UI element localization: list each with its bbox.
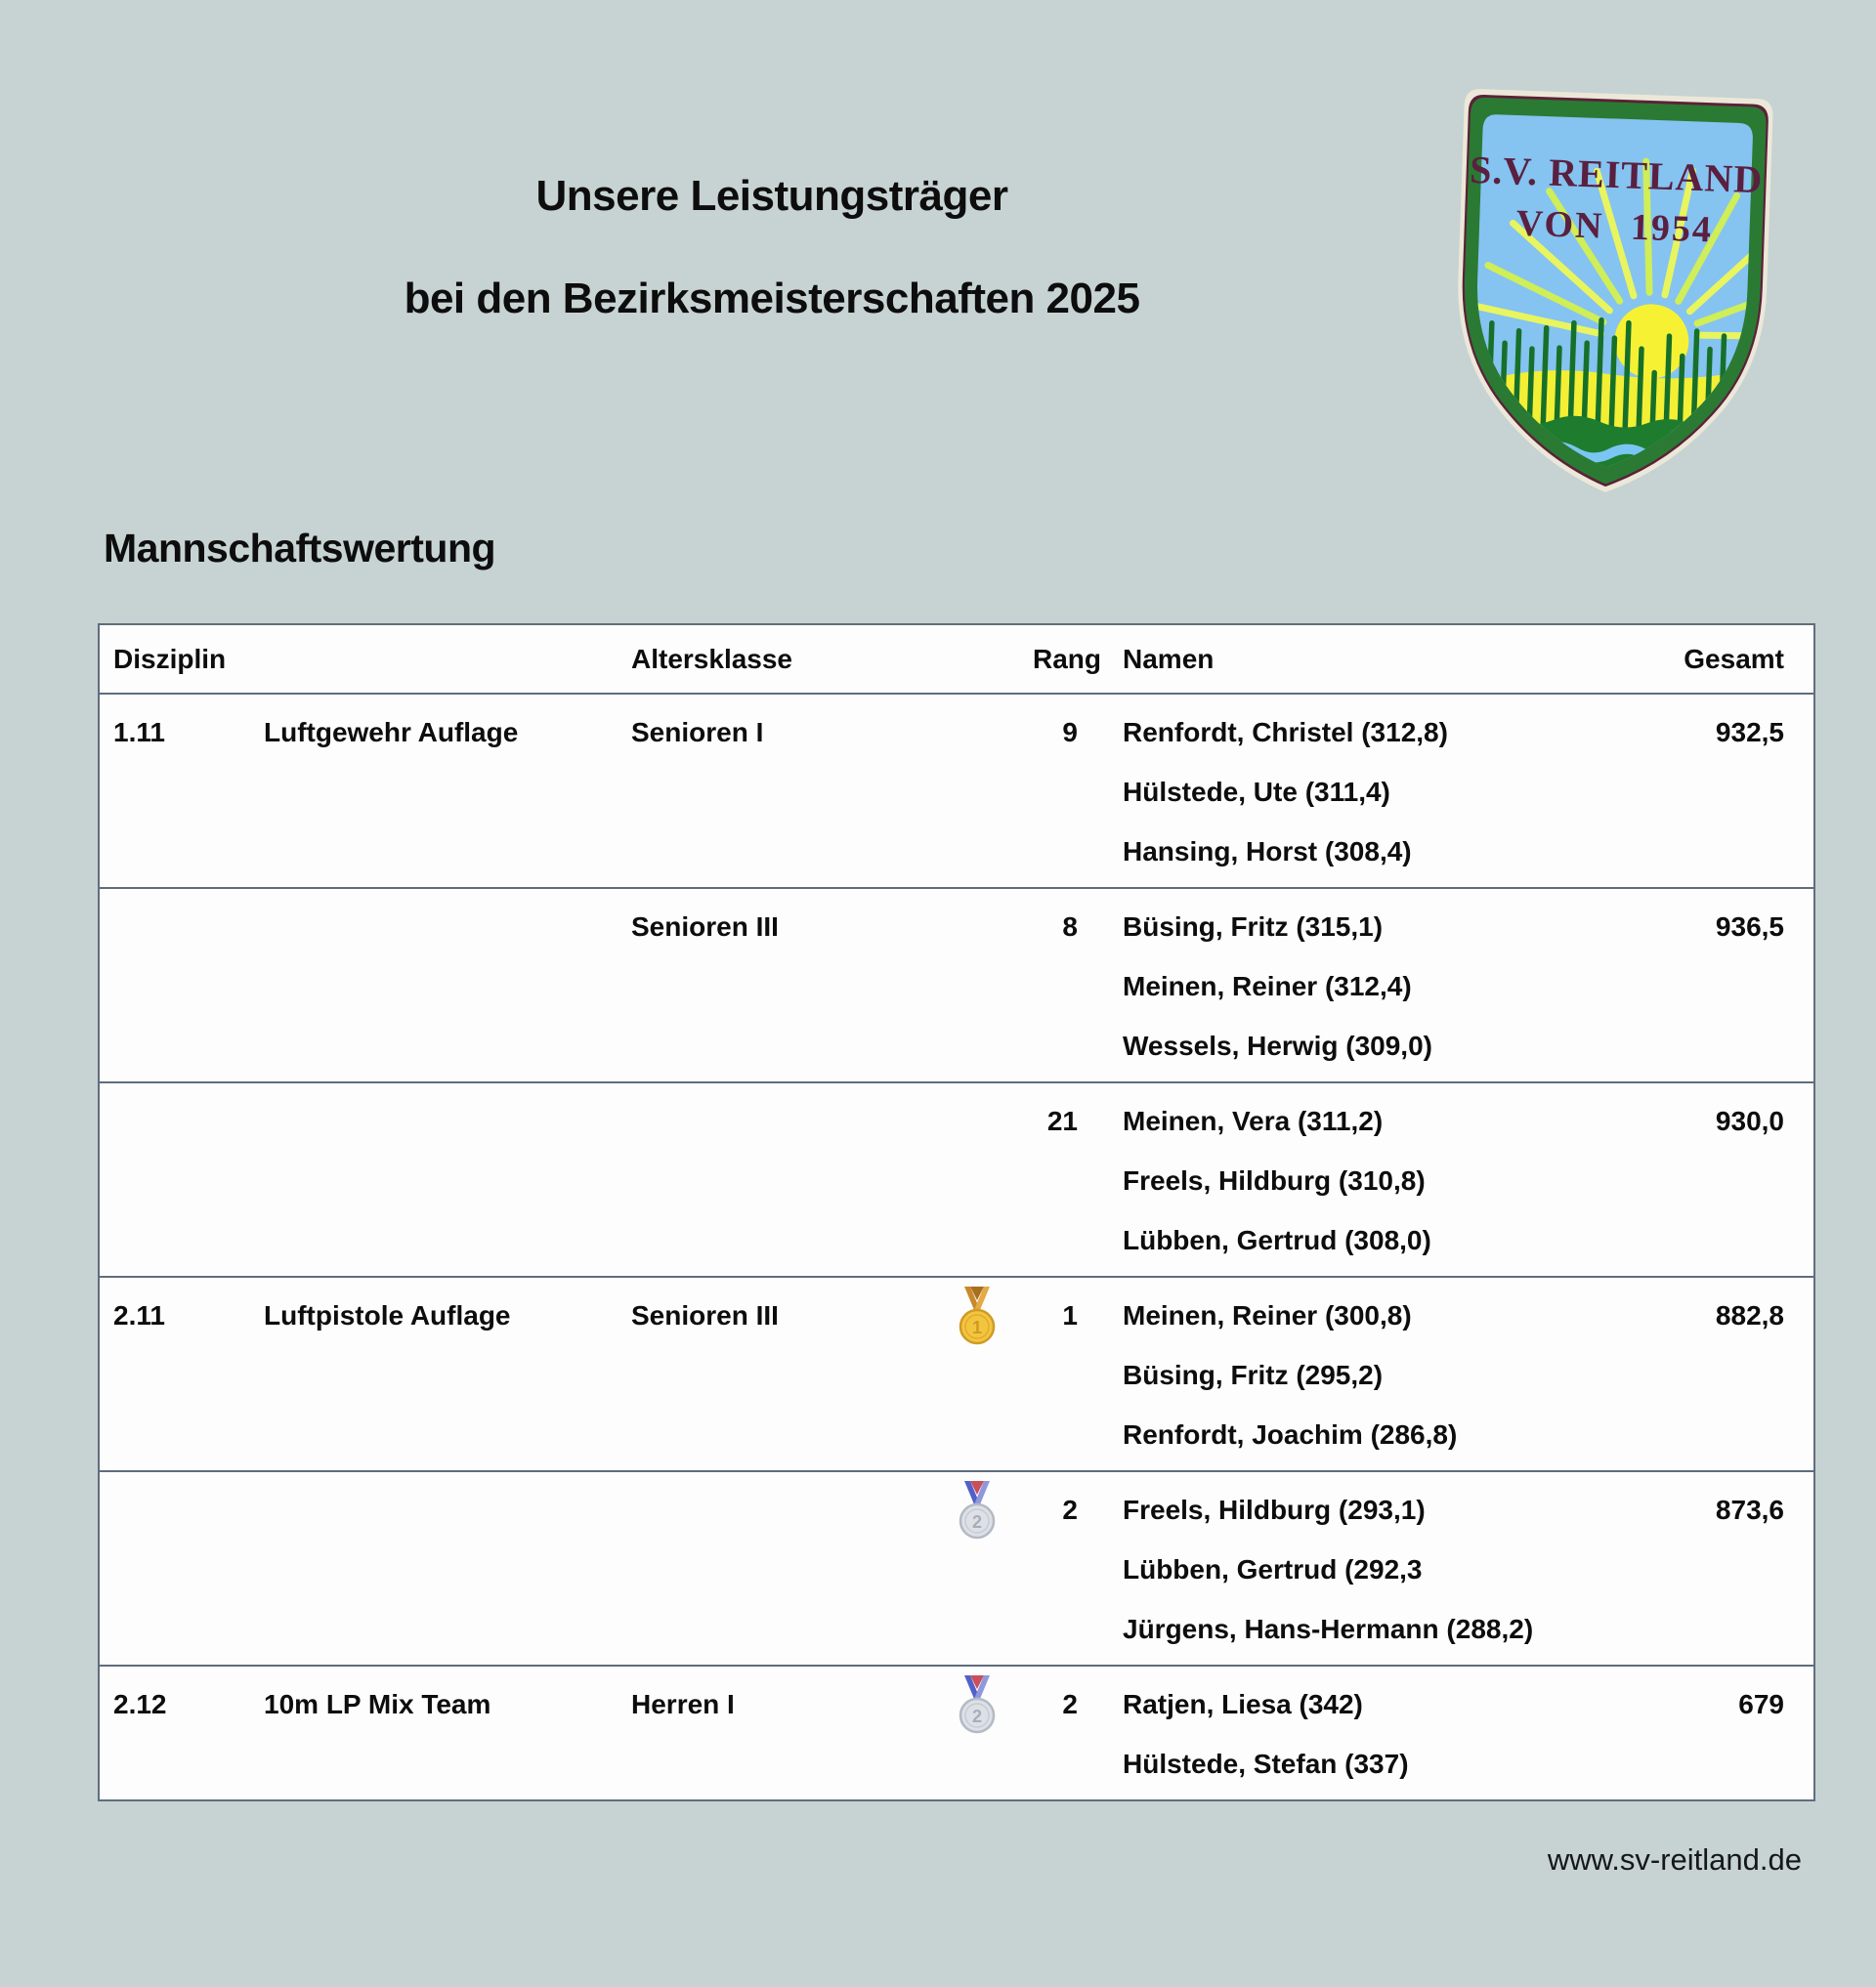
medal-cell (945, 1091, 1008, 1151)
discipline-number: 2.11 (113, 1299, 165, 1331)
page-subtitle: bei den Bezirksmeisterschaften 2025 (404, 275, 1140, 322)
column-header-disziplin: Disziplin (113, 643, 227, 674)
competitor-name: Lübben, Gertrud (292,3 (1123, 1553, 1423, 1585)
discipline-name: Luftgewehr Auflage (264, 716, 519, 747)
table-row: Senioren III 8 Büsing, Fritz (315,1) Meinen… (100, 887, 1813, 1081)
discipline-name (264, 897, 631, 956)
table-row: 2 2 Freels, Hildburg (293,1) Lübben, Gertr… (100, 1470, 1813, 1665)
age-class (631, 1480, 945, 1540)
discipline-name: Luftpistole Auflage (264, 1299, 511, 1331)
medal-cell (945, 897, 1008, 956)
discipline-name: 10m LP Mix Team (264, 1688, 491, 1719)
discipline-name (264, 1480, 631, 1540)
medal-cell: 1 (945, 1286, 1008, 1345)
silver-medal-icon: 2 (959, 1674, 995, 1733)
table-header: Disziplin Altersklasse Rang Namen Gesamt (100, 625, 1813, 695)
gold-medal-icon: 1 (959, 1286, 995, 1344)
discipline-number (113, 1480, 264, 1540)
results-table-body: 1.11 Luftgewehr Auflage Senioren I 9 Renford… (100, 695, 1813, 1799)
club-badge-logo: S.V. REITLAND VON 1954 (1428, 72, 1795, 514)
total-score: 936,5 (1715, 910, 1784, 942)
rank: 9 (1062, 716, 1078, 747)
total-score: 932,5 (1715, 716, 1784, 747)
svg-text:1: 1 (971, 1318, 981, 1337)
discipline-number: 2.12 (113, 1688, 167, 1719)
discipline-number: 1.11 (113, 716, 165, 747)
table-row: 21 Meinen, Vera (311,2) Freels, Hildburg (… (100, 1081, 1813, 1276)
medal-cell (945, 702, 1008, 762)
rank: 1 (1062, 1299, 1078, 1331)
competitor-name: Jürgens, Hans-Hermann (288,2) (1123, 1613, 1534, 1644)
total-score: 679 (1738, 1688, 1784, 1719)
competitor-name: Meinen, Vera (311,2) (1123, 1105, 1384, 1136)
water-band-icon (1471, 414, 1754, 473)
total-score: 873,6 (1715, 1494, 1784, 1525)
competitor-name: Wessels, Herwig (309,0) (1123, 1030, 1432, 1061)
total-score: 882,8 (1715, 1299, 1784, 1331)
rank: 21 (1046, 1105, 1078, 1136)
discipline-number (113, 897, 264, 956)
badge-club-name: S.V. REITLAND (1469, 148, 1764, 201)
shield-icon: S.V. REITLAND VON 1954 (1450, 88, 1774, 498)
rank: 2 (1062, 1494, 1078, 1525)
competitor-name: Renfordt, Christel (312,8) (1123, 716, 1448, 747)
competitor-name: Lübben, Gertrud (308,0) (1123, 1224, 1431, 1255)
column-header-altersklasse: Altersklasse (631, 643, 793, 674)
page-title: Unsere Leistungsträger (535, 172, 1008, 220)
competitor-name: Meinen, Reiner (300,8) (1123, 1299, 1412, 1331)
competitor-name: Hülstede, Ute (311,4) (1123, 776, 1390, 807)
competitor-name: Büsing, Fritz (295,2) (1123, 1359, 1384, 1390)
competitor-name: Hansing, Horst (308,4) (1123, 835, 1412, 867)
column-header-rang: Rang (1033, 643, 1101, 674)
table-row: 2.12 10m LP Mix Team Herren I 2 2 Ratjen, L… (100, 1665, 1813, 1799)
medal-cell: 2 (945, 1674, 1008, 1734)
discipline-name (264, 1091, 631, 1151)
badge-founding-year: VON 1954 (1515, 203, 1714, 251)
age-class: Senioren III (631, 910, 779, 942)
svg-text:2: 2 (971, 1512, 981, 1532)
competitor-name: Ratjen, Liesa (342) (1123, 1688, 1363, 1719)
discipline-number (113, 1091, 264, 1151)
competitor-name: Freels, Hildburg (310,8) (1123, 1164, 1426, 1196)
website-url: www.sv-reitland.de (1547, 1842, 1802, 1877)
silver-medal-icon: 2 (959, 1480, 995, 1539)
age-class (631, 1091, 945, 1151)
age-class: Senioren I (631, 716, 764, 747)
competitor-name: Freels, Hildburg (293,1) (1123, 1494, 1426, 1525)
table-row: 1.11 Luftgewehr Auflage Senioren I 9 Renford… (100, 695, 1813, 887)
age-class: Herren I (631, 1688, 735, 1719)
age-class: Senioren III (631, 1299, 779, 1331)
column-header-gesamt: Gesamt (1684, 643, 1784, 674)
competitor-name: Meinen, Reiner (312,4) (1123, 970, 1412, 1001)
rank: 2 (1062, 1688, 1078, 1719)
total-score: 930,0 (1715, 1105, 1784, 1136)
rank: 8 (1062, 910, 1078, 942)
competitor-name: Hülstede, Stefan (337) (1123, 1748, 1409, 1779)
svg-text:2: 2 (971, 1707, 981, 1726)
competitor-name: Büsing, Fritz (315,1) (1123, 910, 1384, 942)
section-heading: Mannschaftswertung (104, 526, 496, 571)
table-row: 2.11 Luftpistole Auflage Senioren III 1 1 M… (100, 1276, 1813, 1470)
competitor-name: Renfordt, Joachim (286,8) (1123, 1418, 1458, 1450)
column-header-namen: Namen (1123, 643, 1215, 674)
results-table: Disziplin Altersklasse Rang Namen Gesamt… (98, 623, 1815, 1801)
medal-cell: 2 (945, 1480, 1008, 1540)
